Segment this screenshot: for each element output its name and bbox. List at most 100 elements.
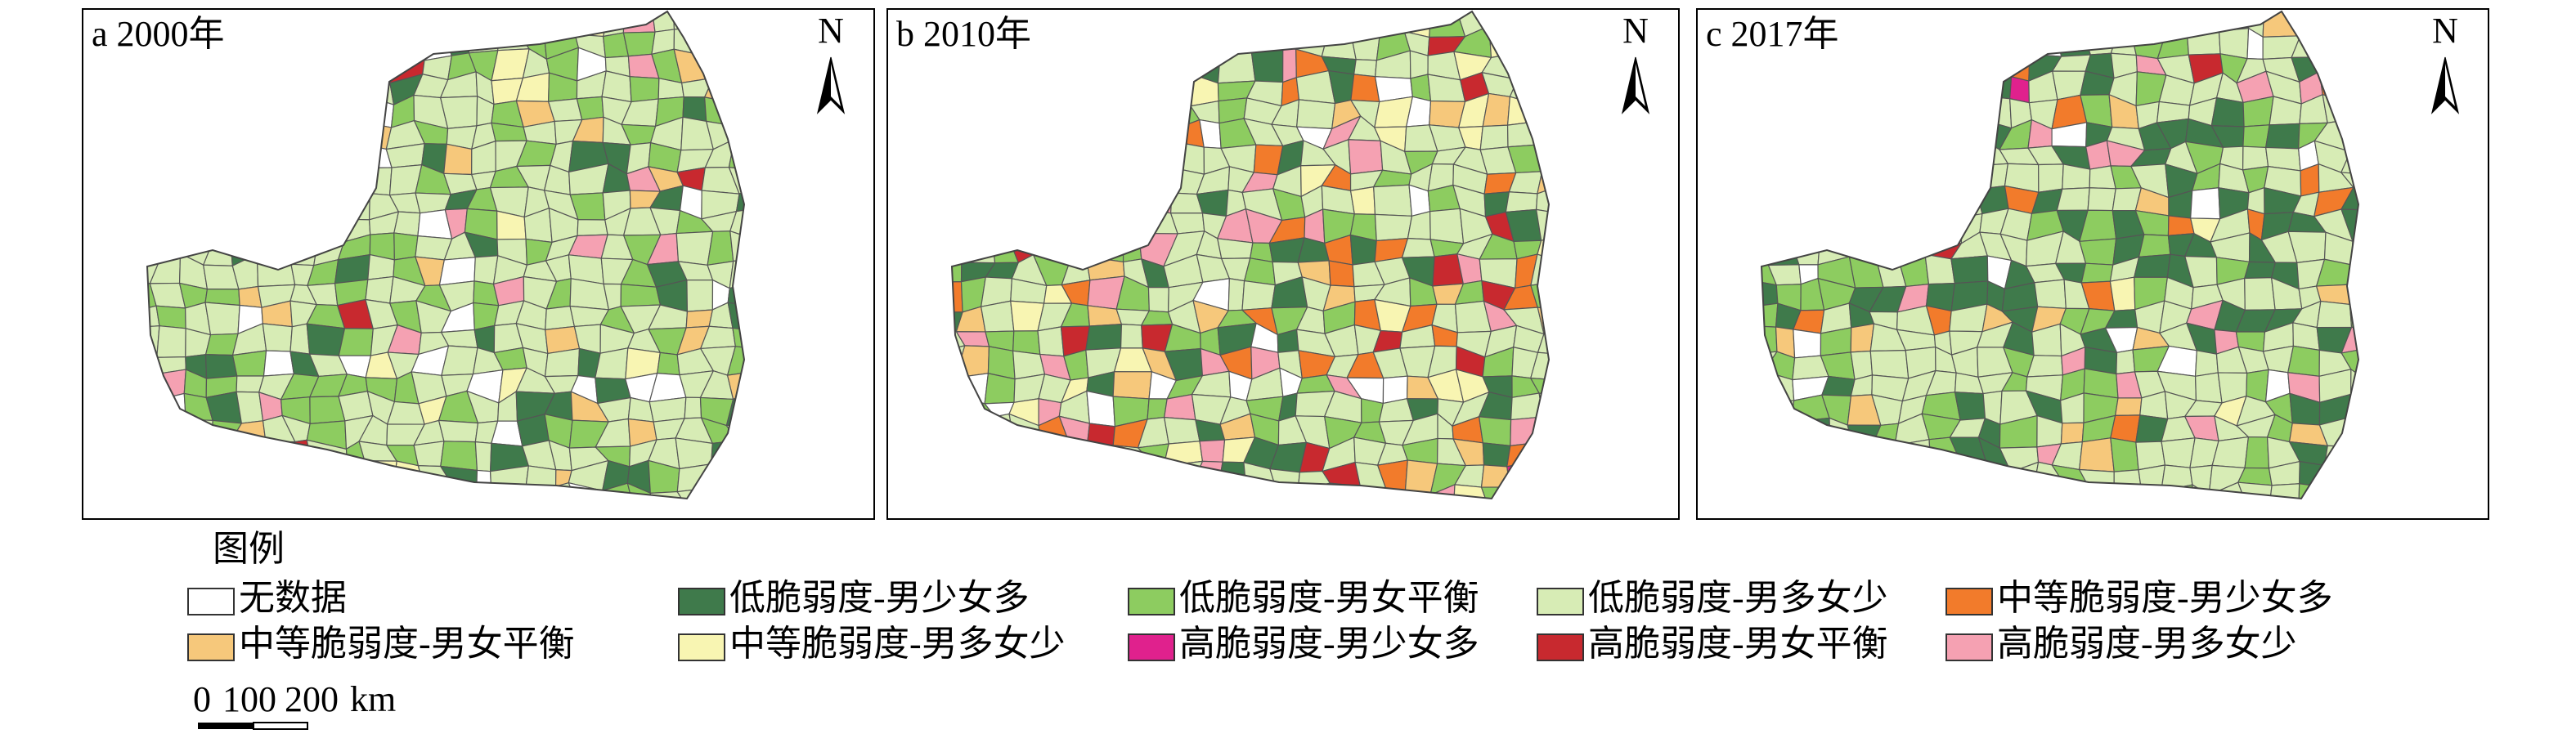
county [1085,324,1123,351]
county [1353,59,1378,78]
county [1482,442,1511,468]
county [2316,300,2353,329]
county [2210,96,2245,128]
legend-label: 低脆弱度-男女平衡 [1179,578,1479,618]
county [596,535,629,553]
county [204,354,238,379]
county [1199,439,1226,463]
county [554,531,583,561]
county [2249,529,2269,558]
map-panel: b 2010年 N [886,8,1680,563]
county [1222,533,1254,560]
county [1401,237,1435,258]
legend-label: 高脆弱度-男多女少 [1997,624,2297,664]
county [2190,187,2221,220]
county [1510,530,1543,554]
county [2035,530,2060,557]
legend-swatch [1537,633,1584,661]
county [1118,534,1151,562]
north-arrow-half [1636,64,1645,106]
county [413,441,445,468]
county [1954,392,1986,421]
county [1377,534,1411,561]
county [2242,124,2270,149]
county [2242,145,2269,171]
county [236,391,264,424]
county [2455,538,2484,557]
county [576,96,604,121]
county [262,323,293,352]
legend-label: 中等脆弱度-男女平衡 [239,624,575,664]
county [286,529,320,563]
county [685,309,714,329]
legend-swatch [187,633,235,661]
north-label: N [2432,11,2458,51]
north-label: N [818,11,844,51]
county [421,530,451,562]
county [1037,326,1065,357]
county [2244,436,2270,469]
legend-label: 无数据 [239,578,347,618]
map-panel: a 2000年 N [82,8,875,563]
county [1583,538,1617,557]
panel-title: b 2010年 [896,14,1031,54]
county [1924,253,1955,285]
county [835,539,871,561]
county [2026,355,2064,378]
county [1529,377,1549,401]
scale-label: km [350,679,396,719]
county [707,538,735,557]
county [985,529,1018,560]
county [334,253,370,284]
scale-label: 0 [193,679,211,719]
county [2087,187,2116,212]
county [474,441,492,472]
county [1227,278,1245,311]
county [1795,529,1827,558]
north-arrow-half [2445,64,2455,106]
county [726,346,744,376]
county [2056,187,2090,212]
county [1817,529,1849,558]
legend-swatch [1128,633,1175,661]
legend-label: 中等脆弱度-男少女多 [1997,578,2333,618]
county [1538,530,1568,561]
county [338,328,374,356]
county [1637,529,1670,561]
county [1456,532,1492,563]
county [393,211,421,237]
county [2185,528,2222,553]
county [1112,371,1153,400]
county [2292,322,2321,351]
county [1535,185,1549,215]
county [1748,533,1775,562]
county [1086,390,1115,427]
county [686,279,714,312]
county [1163,393,1196,421]
county [1870,528,1910,562]
county [1766,530,1797,562]
county [1241,280,1277,311]
county [393,232,419,261]
county [1847,537,1879,557]
legend-label: 高脆弱度-男少女多 [1179,624,1479,664]
county [1478,416,1512,447]
county [1349,186,1376,215]
county [2134,253,2171,278]
county [2194,350,2219,378]
county [2139,535,2170,562]
county [624,540,653,557]
county [1430,529,1461,562]
county [2244,277,2276,311]
county [1479,124,1509,150]
county [544,347,581,378]
county [648,396,687,423]
panel-title: a 2000年 [92,14,225,54]
legend-label: 高脆弱度-男女平衡 [1588,624,1888,664]
county [980,300,1015,333]
county [935,531,961,553]
county [231,350,267,377]
county [626,482,653,499]
county [2078,437,2115,472]
